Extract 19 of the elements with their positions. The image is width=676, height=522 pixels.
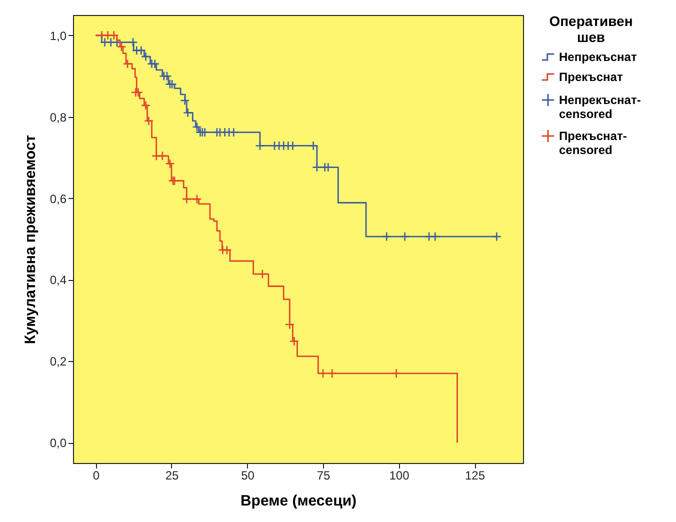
y-axis-title: Кумулативна преживяемост xyxy=(22,134,39,344)
y-tick-label: 0,2 xyxy=(50,354,67,369)
x-tick-label: 25 xyxy=(165,468,179,482)
y-tick-label: 0,6 xyxy=(50,192,67,206)
y-tick-label: 0,0 xyxy=(50,436,67,450)
x-tick-label: 0 xyxy=(92,468,100,482)
x-tick-label: 75 xyxy=(316,468,330,482)
legend-label: Прекъснат-censored xyxy=(559,129,627,157)
x-tick-label: 125 xyxy=(465,468,486,482)
legend-label: Прекъснат xyxy=(559,70,623,84)
x-axis-title: Време (месеци) xyxy=(240,492,357,510)
y-tick-label: 0,8 xyxy=(50,110,67,124)
legend-label: Непрекъснат-censored xyxy=(559,93,641,121)
legend-label: Непрекъснат xyxy=(559,50,637,64)
x-tick-label: 100 xyxy=(389,468,410,482)
y-tick-label: 0,4 xyxy=(50,273,67,288)
legend-title: Оперативен шев xyxy=(549,13,633,45)
y-tick-label: 1,0 xyxy=(50,28,67,43)
x-tick-label: 50 xyxy=(241,468,255,482)
